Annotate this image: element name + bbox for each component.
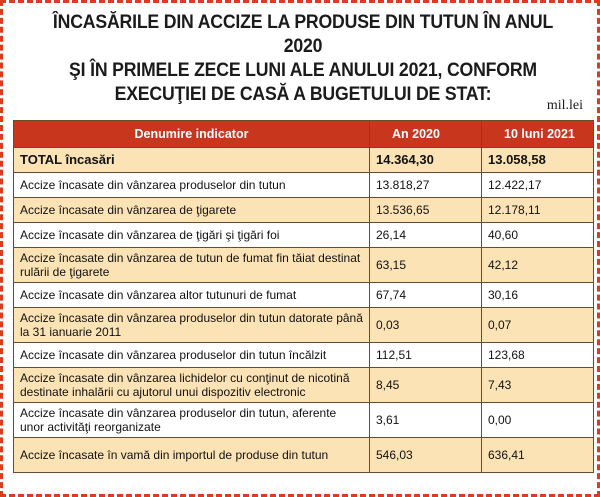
table-row: Accize încasate din vânzarea produselor … xyxy=(13,342,594,368)
row-label: Accize încasate din vânzarea de ţigarete xyxy=(13,197,370,223)
row-value-2020: 0,03 xyxy=(369,307,482,343)
row-value-2021: 12.178,11 xyxy=(481,197,594,223)
table-row: Accize încasate în vamă din importul de … xyxy=(13,437,594,473)
unit-label: mil.lei xyxy=(546,98,583,113)
row-value-2021: 42,12 xyxy=(481,247,594,283)
row-value-2020: 13.536,65 xyxy=(369,197,482,223)
table-row: Accize încasate din vânzarea produselor … xyxy=(13,307,594,343)
header-2021: 10 luni 2021 xyxy=(481,120,594,148)
table-row: Accize încasate din vânzarea de ţigarete… xyxy=(13,197,594,223)
row-value-2021: 40,60 xyxy=(481,222,594,248)
row-label: Accize încasate din vânzarea de ţigări ş… xyxy=(13,222,370,248)
row-value-2020: 112,51 xyxy=(369,342,482,368)
row-value-2020: 546,03 xyxy=(369,437,482,473)
row-value-2021: 0,00 xyxy=(481,402,594,438)
row-value-2020: 3,61 xyxy=(369,402,482,438)
table-row: Accize încasate din vânzarea produselor … xyxy=(13,172,594,198)
row-label: Accize încasate din vânzarea lichidelor … xyxy=(13,367,370,403)
excise-table: Denumire indicator An 2020 10 luni 2021 … xyxy=(13,120,594,473)
row-value-2021: 636,41 xyxy=(481,437,594,473)
title-line-3: EXECUŢIEI DE CASĂ A BUGETULUI DE STAT: xyxy=(114,84,492,105)
row-label: Accize încasate din vânzarea altor tutun… xyxy=(13,282,370,308)
row-value-2020: 67,74 xyxy=(369,282,482,308)
table-row: Accize încasate din vânzarea de ţigări ş… xyxy=(13,222,594,248)
row-value-2021: 123,68 xyxy=(481,342,594,368)
table-row: Accize încasate din vânzarea altor tutun… xyxy=(13,282,594,308)
row-value-2020: 63,15 xyxy=(369,247,482,283)
row-label: Accize încasate din vânzarea produselor … xyxy=(13,307,370,343)
total-label: TOTAL încasări xyxy=(13,147,370,173)
row-label: Accize încasate din vânzarea produselor … xyxy=(13,172,370,198)
row-value-2020: 13.818,27 xyxy=(369,172,482,198)
row-value-2020: 8,45 xyxy=(369,367,482,403)
title-line-1: ÎNCASĂRILE DIN ACCIZE LA PRODUSE DIN TUT… xyxy=(52,12,554,57)
total-2021: 13.058,58 xyxy=(481,147,594,173)
row-value-2021: 12.422,17 xyxy=(481,172,594,198)
row-label: Accize încasate din vânzarea produselor … xyxy=(13,402,370,438)
header-2020: An 2020 xyxy=(369,120,482,148)
table-row-total: TOTAL încasări 14.364,30 13.058,58 xyxy=(13,147,594,173)
title-line-2: ŞI ÎN PRIMELE ZECE LUNI ALE ANULUI 2021,… xyxy=(69,60,537,81)
row-label: Accize încasate în vamă din importul de … xyxy=(13,437,370,473)
document-title: ÎNCASĂRILE DIN ACCIZE LA PRODUSE DIN TUT… xyxy=(31,11,574,107)
row-value-2021: 30,16 xyxy=(481,282,594,308)
row-label: Accize încasate din vânzarea produselor … xyxy=(13,342,370,368)
table-header-row: Denumire indicator An 2020 10 luni 2021 xyxy=(13,120,594,148)
table-row: Accize încasate din vânzarea lichidelor … xyxy=(13,367,594,403)
total-2020: 14.364,30 xyxy=(369,147,482,173)
row-label: Accize încasate din vânzarea de tutun de… xyxy=(13,247,370,283)
row-value-2020: 26,14 xyxy=(369,222,482,248)
table-row: Accize încasate din vânzarea de tutun de… xyxy=(13,247,594,283)
table-row: Accize încasate din vânzarea produselor … xyxy=(13,402,594,438)
row-value-2021: 7,43 xyxy=(481,367,594,403)
header-indicator: Denumire indicator xyxy=(13,120,370,148)
row-value-2021: 0,07 xyxy=(481,307,594,343)
